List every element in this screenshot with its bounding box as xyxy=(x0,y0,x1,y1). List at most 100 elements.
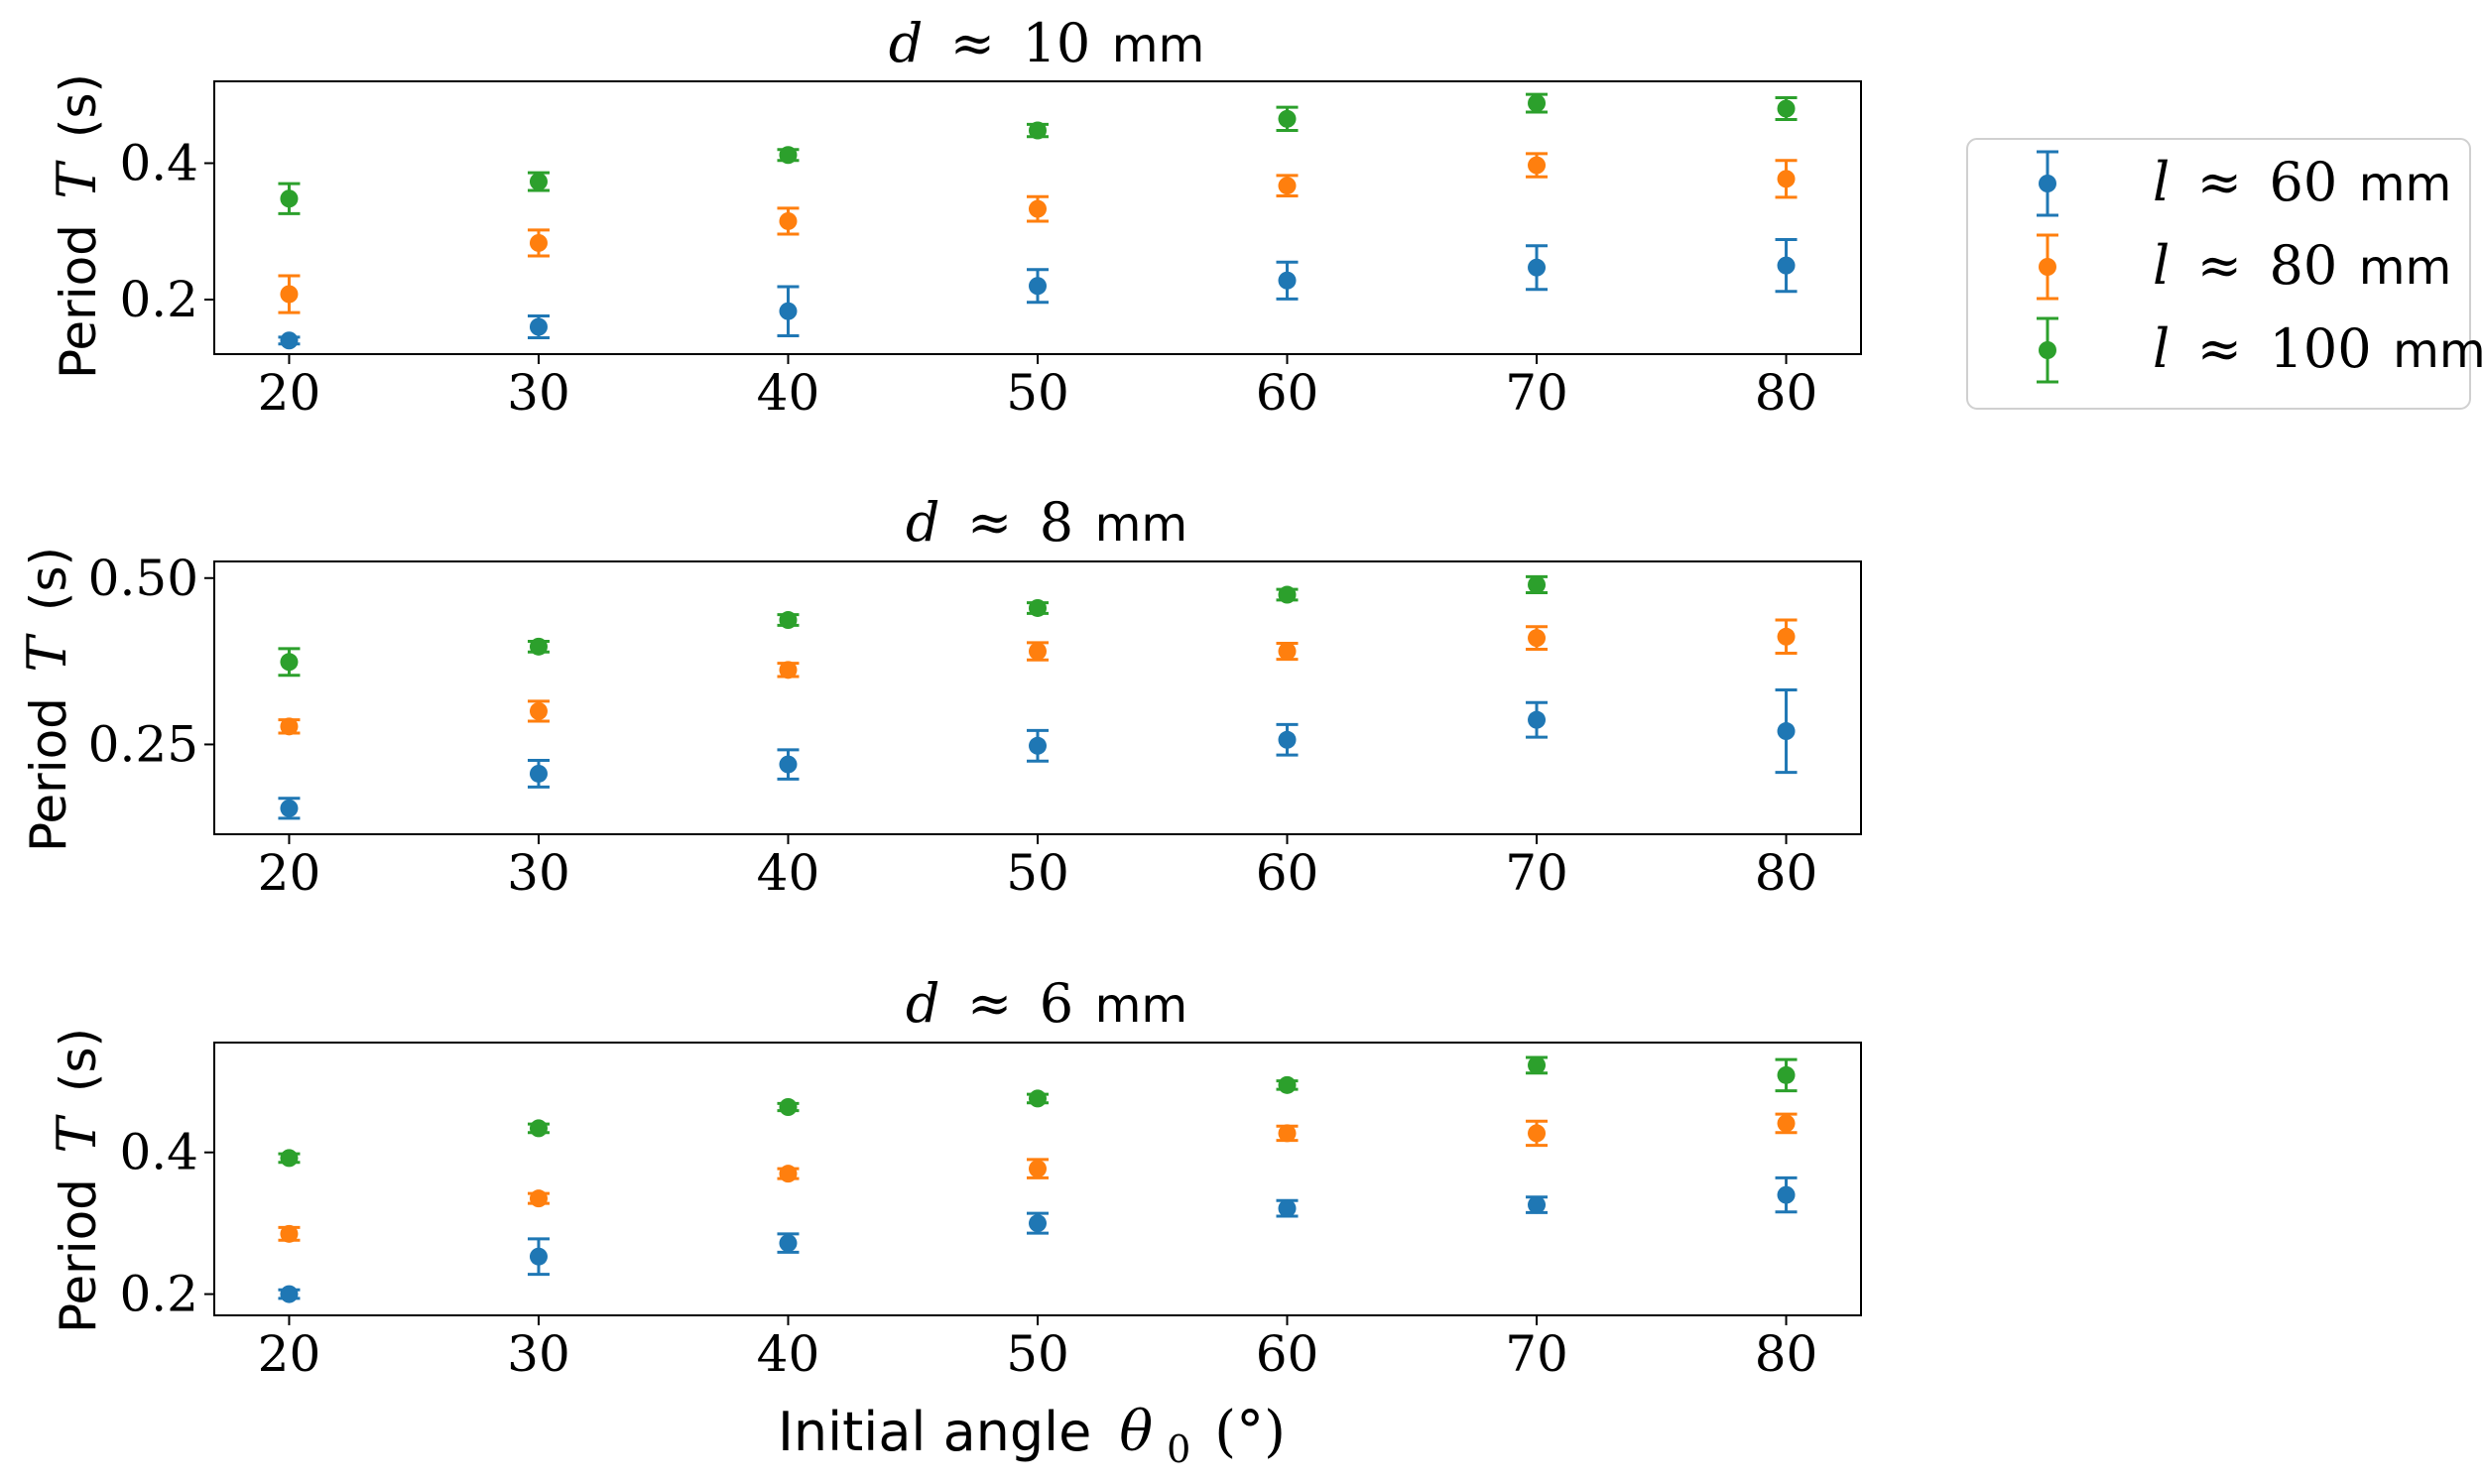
data-point xyxy=(1029,277,1047,296)
x-tick-label: 60 xyxy=(1256,1325,1319,1383)
data-point xyxy=(1278,271,1297,290)
data-point xyxy=(1528,1055,1547,1074)
data-point xyxy=(529,173,548,191)
data-point xyxy=(1029,598,1047,617)
data-point xyxy=(1278,730,1297,749)
data-point xyxy=(529,317,548,336)
data-point xyxy=(779,1234,798,1253)
data-point xyxy=(779,661,798,680)
legend-dot xyxy=(2039,258,2056,276)
x-tick-label: 20 xyxy=(258,1325,321,1383)
data-point xyxy=(779,755,798,774)
data-point xyxy=(1777,1065,1796,1084)
x-tick-label: 20 xyxy=(258,364,321,422)
data-point xyxy=(779,1098,798,1116)
data-point xyxy=(1029,1089,1047,1108)
x-tick-label: 30 xyxy=(507,1325,570,1383)
data-point xyxy=(1528,94,1547,112)
data-point xyxy=(1777,256,1796,275)
plot-area-frame xyxy=(213,560,1862,835)
data-point xyxy=(1029,736,1047,755)
legend: l ≈ 60 mm l ≈ 80 mm l ≈ 100 mm xyxy=(1966,138,2483,410)
data-point xyxy=(280,1224,299,1243)
x-tick-label: 70 xyxy=(1505,844,1568,902)
x-tick-label: 50 xyxy=(1006,844,1069,902)
x-tick-label: 30 xyxy=(507,364,570,422)
legend-entry: l ≈ 60 mm xyxy=(2037,150,2451,217)
data-point xyxy=(529,1119,548,1138)
y-axis-label: Period T (s) xyxy=(46,73,108,379)
data-point xyxy=(1278,1124,1297,1143)
x-tick-label: 40 xyxy=(757,1325,820,1383)
data-point xyxy=(529,1189,548,1208)
x-tick-label: 80 xyxy=(1755,364,1818,422)
x-tick-label: 80 xyxy=(1755,1325,1818,1383)
data-point xyxy=(1278,1075,1297,1094)
data-point xyxy=(1777,1114,1796,1133)
legend-dot xyxy=(2039,175,2056,192)
data-point xyxy=(1528,156,1547,175)
data-point xyxy=(280,1149,299,1168)
data-point xyxy=(1528,1195,1547,1214)
legend-marker-icon xyxy=(2037,233,2058,301)
data-point xyxy=(529,764,548,783)
data-point xyxy=(1528,258,1547,277)
y-tick-label: 0.4 xyxy=(119,1124,198,1181)
data-point xyxy=(280,717,299,736)
data-point xyxy=(1528,575,1547,594)
legend-label: l ≈ 100 mm xyxy=(2153,317,2483,380)
y-tick-label: 0.2 xyxy=(119,271,198,328)
data-point xyxy=(280,331,299,350)
panel-title: d ≈ 8 mm xyxy=(906,491,1187,554)
data-point xyxy=(1029,199,1047,218)
data-point xyxy=(1029,1160,1047,1178)
data-point xyxy=(529,637,548,656)
data-point xyxy=(779,146,798,165)
x-tick-label: 50 xyxy=(1006,364,1069,422)
data-point xyxy=(280,653,299,672)
x-tick-label: 80 xyxy=(1755,844,1818,902)
legend-entry: l ≈ 100 mm xyxy=(2037,316,2483,384)
legend-marker-icon xyxy=(2037,150,2058,217)
x-tick-label: 70 xyxy=(1505,364,1568,422)
y-tick-label: 0.2 xyxy=(119,1266,198,1323)
data-point xyxy=(1278,585,1297,604)
legend-label: l ≈ 80 mm xyxy=(2153,234,2451,297)
legend-label: l ≈ 60 mm xyxy=(2153,151,2451,213)
data-point xyxy=(779,211,798,230)
data-point xyxy=(1528,629,1547,648)
data-point xyxy=(1528,710,1547,729)
data-point xyxy=(1278,642,1297,661)
plot-area-frame xyxy=(213,80,1862,355)
data-point xyxy=(779,611,798,630)
data-point xyxy=(1777,1185,1796,1204)
data-point xyxy=(1777,170,1796,188)
data-point xyxy=(529,1247,548,1266)
data-point xyxy=(1278,109,1297,128)
y-tick-label: 0.50 xyxy=(88,550,198,607)
data-point xyxy=(280,1285,299,1303)
x-tick-label: 70 xyxy=(1505,1325,1568,1383)
data-point xyxy=(1029,642,1047,661)
x-tick-label: 20 xyxy=(258,844,321,902)
plot-area-frame xyxy=(213,1042,1862,1316)
legend-dot xyxy=(2039,341,2056,359)
data-point xyxy=(1528,1124,1547,1143)
legend-entry: l ≈ 80 mm xyxy=(2037,233,2451,301)
data-point xyxy=(1278,1199,1297,1218)
data-point xyxy=(1029,121,1047,140)
y-tick-label: 0.4 xyxy=(119,135,198,192)
legend-frame xyxy=(1966,138,2471,410)
panel-title: d ≈ 6 mm xyxy=(906,972,1187,1035)
data-point xyxy=(1777,722,1796,741)
chart-panel-d10: d ≈ 10 mm Period T (s) 20 30 40 50 60 70 80 0.2… xyxy=(46,12,1862,422)
legend-marker-icon xyxy=(2037,316,2058,384)
data-point xyxy=(1777,99,1796,118)
x-tick-label: 40 xyxy=(757,364,820,422)
x-tick-label: 30 xyxy=(507,844,570,902)
data-point xyxy=(1029,1214,1047,1233)
data-point xyxy=(1278,177,1297,195)
x-axis-label: Initial angle θ 0 (°) xyxy=(778,1400,1286,1475)
chart-panel-d8: d ≈ 8 mm Period T (s) 20 30 40 50 60 70 80 0.25… xyxy=(16,491,1862,902)
y-axis-label: Period T (s) xyxy=(16,547,78,852)
